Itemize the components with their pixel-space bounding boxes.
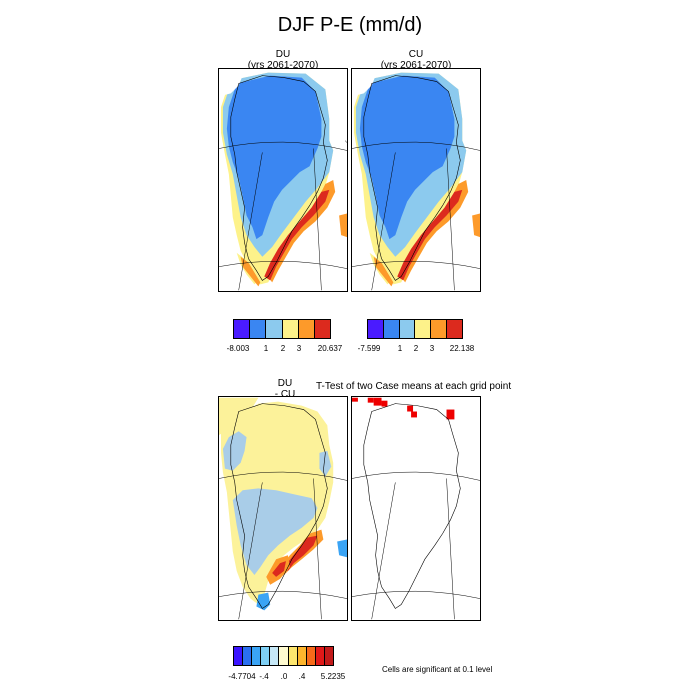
map-du-svg bbox=[219, 69, 347, 291]
colorbar-cu-label: 2 bbox=[413, 344, 419, 353]
colorbar-cu-swatch bbox=[415, 320, 432, 338]
colorbar-du-swatch bbox=[250, 320, 267, 338]
colorbar-diff-swatch bbox=[297, 647, 307, 665]
colorbar-diff bbox=[233, 646, 334, 666]
colorbar-diff-label: -.4 bbox=[259, 672, 269, 681]
panel-ttest-title: T-Test of two Case means at each grid po… bbox=[316, 381, 512, 392]
colorbar-diff-label: .4 bbox=[298, 672, 306, 681]
colorbar-du bbox=[233, 319, 331, 339]
colorbar-cu-swatch bbox=[399, 320, 416, 338]
map-panel-du bbox=[218, 68, 348, 292]
ttest-significant-cells bbox=[352, 397, 455, 420]
diff-graticule bbox=[219, 471, 347, 620]
panel-cu-title: CU (yrs 2061-2070) bbox=[351, 49, 481, 71]
colorbar-diff-swatch bbox=[261, 647, 271, 665]
panel-du-title-line2: (yrs 2061-2070) bbox=[247, 60, 319, 71]
colorbar-cu bbox=[367, 319, 463, 339]
colorbar-diff-swatch bbox=[288, 647, 298, 665]
panel-cu-title-line1: CU bbox=[408, 49, 424, 60]
panel-du-title: DU (yrs 2061-2070) bbox=[218, 49, 348, 71]
cu-graticule bbox=[352, 141, 480, 291]
map-ttest-svg bbox=[352, 397, 480, 620]
map-diff-svg bbox=[219, 397, 347, 620]
ttest-coastline bbox=[363, 403, 461, 609]
colorbar-diff-swatch bbox=[315, 647, 325, 665]
colorbar-du-swatch bbox=[266, 320, 283, 338]
panel-diff-title-line2: - CU bbox=[274, 389, 296, 400]
colorbar-diff-swatch bbox=[279, 647, 289, 665]
colorbar-du-label: 3 bbox=[296, 344, 302, 353]
panel-cu-title-line2: (yrs 2061-2070) bbox=[380, 60, 452, 71]
colorbar-du-swatch bbox=[234, 320, 251, 338]
diff-coastline bbox=[230, 403, 328, 609]
du-coastline bbox=[230, 75, 328, 281]
significance-note: Cells are significant at 0.1 level bbox=[382, 665, 493, 674]
colorbar-cu-swatch bbox=[368, 320, 384, 338]
diff-field bbox=[219, 397, 347, 620]
colorbar-cu-swatch bbox=[383, 320, 400, 338]
colorbar-du-label: 2 bbox=[280, 344, 286, 353]
panel-diff-title: DU - CU bbox=[230, 378, 340, 400]
panel-diff-title-line1: DU bbox=[277, 378, 293, 389]
colorbar-du-swatch bbox=[282, 320, 299, 338]
colorbar-du-label: -8.003 bbox=[226, 344, 250, 353]
colorbar-diff-swatch bbox=[234, 647, 244, 665]
colorbar-du-swatch bbox=[314, 320, 331, 338]
colorbar-diff-swatch bbox=[243, 647, 253, 665]
colorbar-du-label: 20.637 bbox=[317, 344, 343, 353]
map-panel-cu bbox=[351, 68, 481, 292]
cu-coastline bbox=[363, 75, 461, 281]
du-graticule bbox=[219, 140, 347, 291]
colorbar-cu-label: 3 bbox=[429, 344, 435, 353]
ttest-graticule bbox=[352, 471, 480, 620]
colorbar-diff-swatch bbox=[270, 647, 280, 665]
colorbar-cu-label: 1 bbox=[397, 344, 403, 353]
colorbar-cu-swatch bbox=[431, 320, 448, 338]
map-panel-diff bbox=[218, 396, 348, 621]
du-field bbox=[219, 69, 347, 291]
colorbar-diff-swatch bbox=[324, 647, 334, 665]
colorbar-du-label: 1 bbox=[263, 344, 269, 353]
colorbar-diff-label: .0 bbox=[280, 672, 288, 681]
colorbar-cu-label: 22.138 bbox=[449, 344, 475, 353]
colorbar-du-swatch bbox=[298, 320, 315, 338]
colorbar-diff-swatch bbox=[306, 647, 316, 665]
figure-title: DJF P-E (mm/d) bbox=[277, 14, 423, 36]
cu-field bbox=[352, 69, 480, 291]
colorbar-cu-swatch bbox=[447, 320, 462, 338]
colorbar-diff-label: 5.2235 bbox=[320, 672, 346, 681]
map-cu-svg bbox=[352, 69, 480, 291]
panel-du-title-line1: DU bbox=[275, 49, 291, 60]
colorbar-diff-swatch bbox=[252, 647, 262, 665]
colorbar-diff-label: -4.7704 bbox=[228, 672, 256, 681]
map-panel-ttest bbox=[351, 396, 481, 621]
colorbar-cu-label: -7.599 bbox=[357, 344, 381, 353]
